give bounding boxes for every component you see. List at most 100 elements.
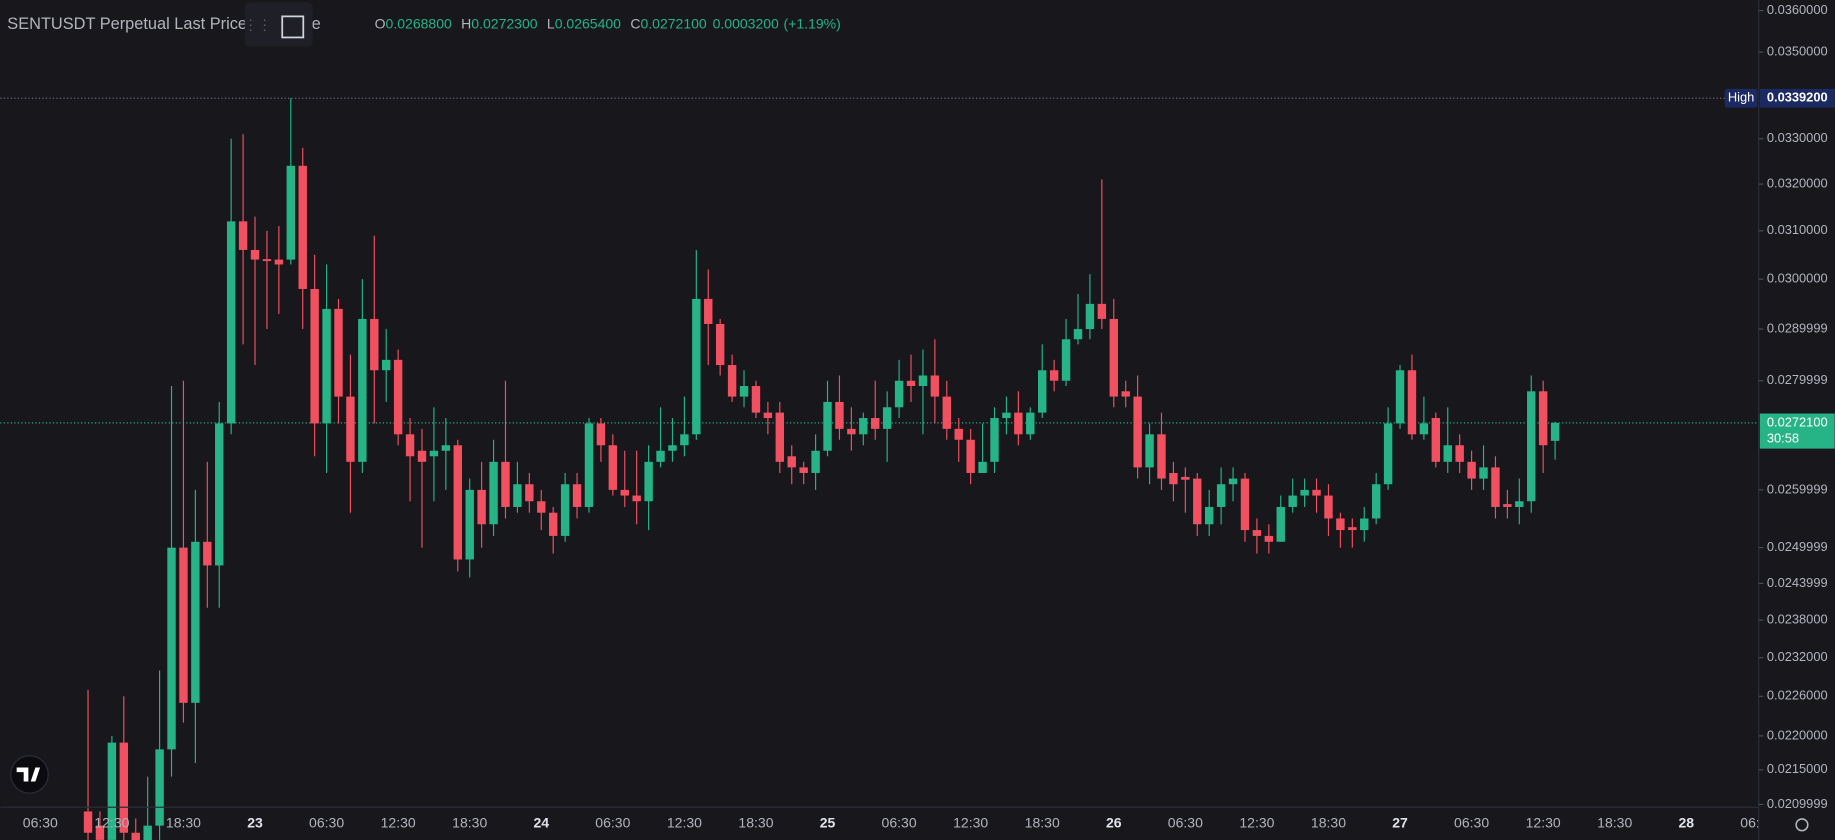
candle-body xyxy=(1061,339,1071,381)
y-tick-label: 0.0320000 xyxy=(1767,175,1828,190)
candle-body xyxy=(405,434,415,457)
candle-body xyxy=(882,407,892,429)
ohlc-value: 0.0265400 xyxy=(555,15,621,31)
candle-body xyxy=(715,323,725,366)
candle-body xyxy=(1515,501,1524,507)
candle-body xyxy=(262,259,272,262)
candle-body xyxy=(155,749,164,826)
candle-body xyxy=(131,832,140,840)
candle-body xyxy=(775,412,785,462)
candle-body xyxy=(1336,518,1345,531)
candle-body xyxy=(1455,445,1464,462)
rectangle-tool-icon[interactable] xyxy=(281,15,305,39)
x-tick-label: 18:30 xyxy=(1025,814,1060,830)
candle-body xyxy=(656,450,665,462)
candle-body xyxy=(954,428,963,440)
x-tick-label: 18:30 xyxy=(1311,814,1346,830)
candle-body xyxy=(680,434,689,446)
ohlc-value: 0.0272300 xyxy=(471,15,537,31)
y-tick-label: 0.0330000 xyxy=(1767,130,1828,145)
candle-body xyxy=(203,541,212,566)
x-tick-label: 27 xyxy=(1392,814,1408,830)
candle-body xyxy=(1479,467,1488,479)
candle-body xyxy=(823,401,832,451)
candle-body xyxy=(167,547,176,750)
candle-body xyxy=(799,467,808,473)
candle-body xyxy=(990,418,999,462)
candle-body xyxy=(1085,303,1095,330)
toolbar-grip: ⋮⋮ xyxy=(244,16,272,32)
candle-body xyxy=(871,418,880,429)
x-tick-label: 06:30 xyxy=(23,814,58,830)
candle-body xyxy=(1049,370,1059,381)
candle-body xyxy=(274,259,284,265)
candle-body xyxy=(787,456,796,468)
candle-body xyxy=(250,249,260,260)
ohlc-value: 0.0272100 xyxy=(640,15,706,31)
x-tick-label: 06:30 xyxy=(309,814,344,830)
candle-body xyxy=(489,461,498,525)
candle-body xyxy=(1383,423,1393,485)
x-tick-label: 12:30 xyxy=(1239,814,1274,830)
candle-body xyxy=(1133,396,1142,468)
candle-body xyxy=(1395,370,1405,424)
candle-body xyxy=(429,450,439,457)
candle-body xyxy=(1216,484,1226,507)
candle-body xyxy=(238,221,248,250)
candle-body xyxy=(930,375,940,397)
y-tick-label: 0.0350000 xyxy=(1767,43,1828,58)
high-tag-value: 0.0339200 xyxy=(1767,90,1828,105)
candle-body xyxy=(1324,495,1333,519)
candle-body xyxy=(644,461,653,502)
x-tick-label: 23 xyxy=(247,814,263,830)
y-tick-label: 0.0226000 xyxy=(1767,688,1828,703)
candle-body xyxy=(1157,434,1166,479)
candle-body xyxy=(107,742,117,840)
candle-body xyxy=(1193,478,1202,525)
candle-body xyxy=(1491,467,1500,507)
x-tick-label: 18:30 xyxy=(738,814,773,830)
candle-body xyxy=(334,308,343,397)
x-tick-label: 12:30 xyxy=(953,814,988,830)
candle-body xyxy=(370,318,379,371)
candle-body xyxy=(346,396,355,462)
candle-body xyxy=(918,375,928,387)
candle-body xyxy=(942,396,952,429)
candle-body xyxy=(859,418,868,435)
symbol-title: SENTUSDT Perpetual Last Price · Binance xyxy=(7,15,320,33)
candle-body xyxy=(1443,445,1452,462)
x-tick-label: 18:30 xyxy=(166,814,201,830)
candle-body xyxy=(1538,391,1548,446)
x-tick-label: 18:30 xyxy=(1597,814,1632,830)
candle-body xyxy=(739,386,749,397)
drawing-toolbar[interactable] xyxy=(244,2,313,47)
candle-body xyxy=(608,445,618,490)
x-tick-label: 12:30 xyxy=(667,814,702,830)
candle-body xyxy=(1073,329,1083,340)
candle-body xyxy=(215,423,224,566)
x-tick-label: 12:30 xyxy=(1526,814,1561,830)
candle-body xyxy=(1300,489,1309,496)
ohlc-key: C xyxy=(630,15,640,31)
candle-body xyxy=(441,445,451,451)
candle-body xyxy=(1550,422,1560,441)
candle-body xyxy=(692,298,701,435)
y-tick-label: 0.0360000 xyxy=(1767,2,1828,17)
candle-body xyxy=(894,380,904,408)
tradingview-logo xyxy=(10,755,49,794)
candle-body xyxy=(632,495,641,502)
candle-body xyxy=(83,811,93,833)
candle-body xyxy=(1407,370,1417,435)
y-tick-label: 0.0289999 xyxy=(1767,320,1828,335)
candle-body xyxy=(1360,518,1369,531)
x-tick-label: 06:30 xyxy=(882,814,917,830)
candle-body xyxy=(1264,535,1274,542)
last-price-tag-bg xyxy=(1759,413,1835,449)
x-tick-label: 18:30 xyxy=(452,814,487,830)
candle-body xyxy=(560,484,570,536)
candle-body xyxy=(763,412,773,419)
settings-icon[interactable] xyxy=(1795,818,1809,832)
candle-body xyxy=(417,450,427,462)
